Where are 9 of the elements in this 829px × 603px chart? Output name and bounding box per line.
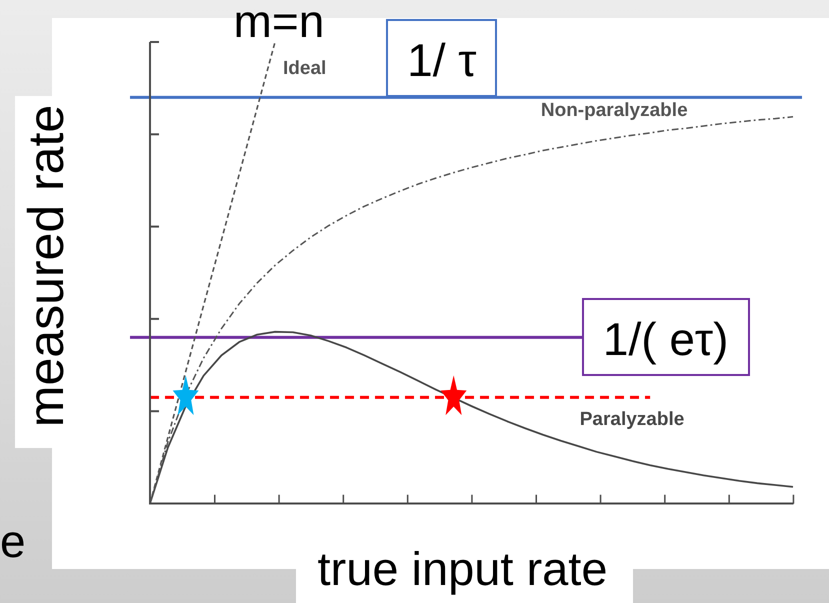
ref-line-label: 1/ τ <box>407 34 476 86</box>
text: e <box>0 515 26 568</box>
x-axis-title: true input rate <box>317 542 608 595</box>
ref-line-label: 1/( eτ) <box>602 313 728 366</box>
series-label: Non-paralyzable <box>540 100 688 122</box>
series-label: Paralyzable <box>580 408 684 430</box>
series-label: Ideal <box>283 58 326 78</box>
annotation: m=n <box>234 0 324 48</box>
y-axis-title: measured rate <box>18 104 74 427</box>
